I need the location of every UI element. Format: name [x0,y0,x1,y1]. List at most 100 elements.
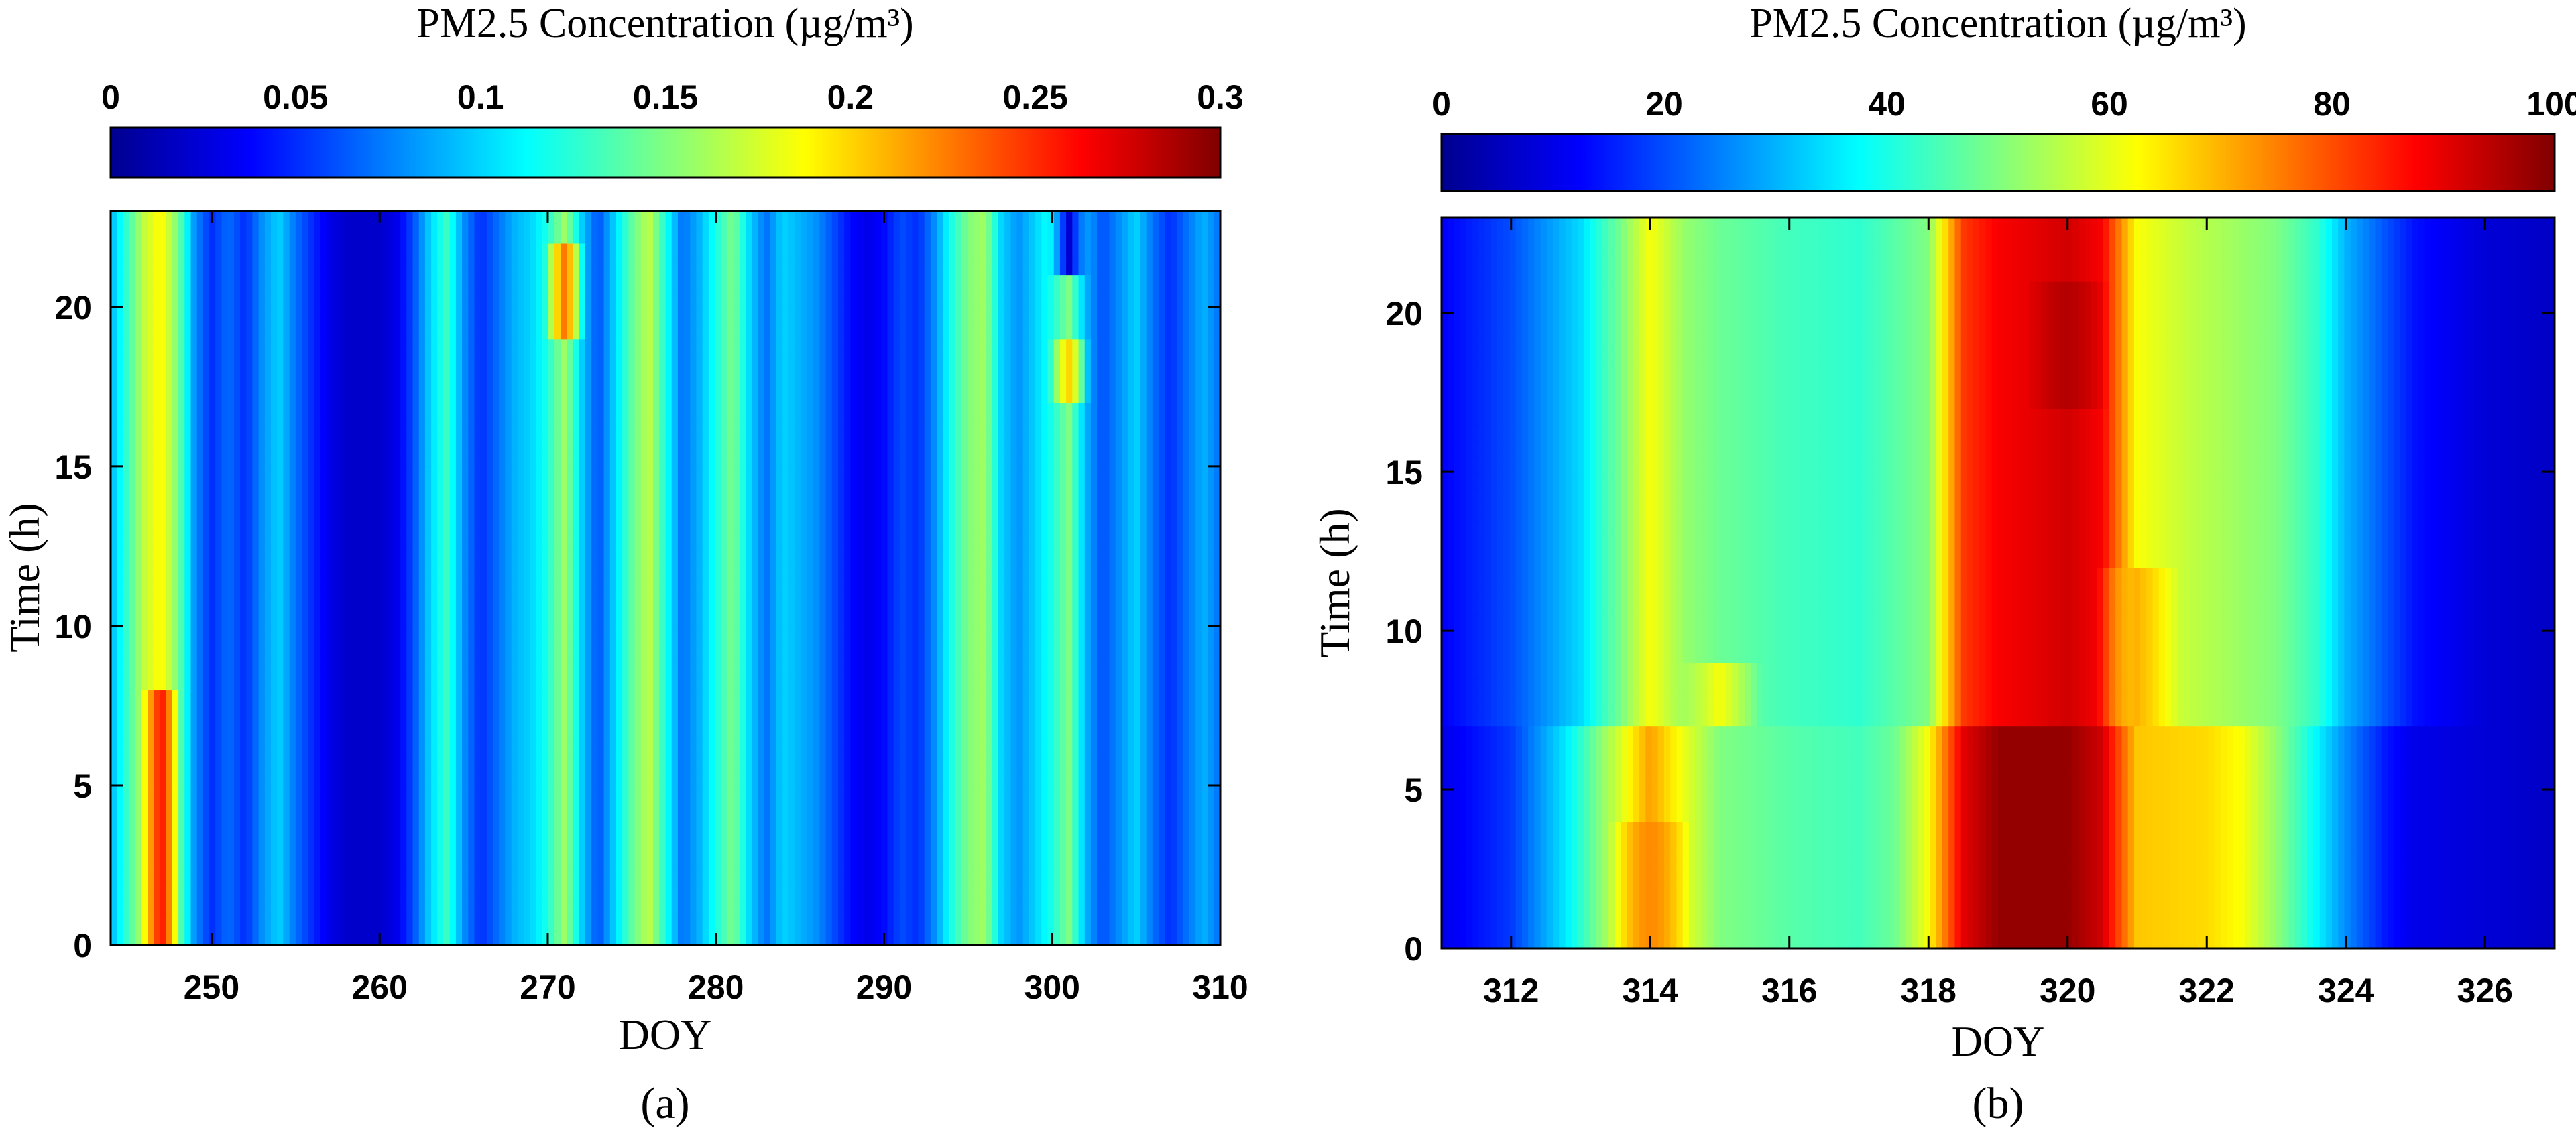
heatmap-cell [283,865,290,882]
heatmap-cell [1202,721,1209,739]
heatmap-cell [955,610,962,627]
heatmap-cell [831,641,839,659]
heatmap-cell [148,881,155,898]
heatmap-cell [862,562,870,579]
heatmap-cell [1066,929,1073,945]
heatmap-cell [135,849,142,866]
heatmap-cell [1072,833,1079,850]
heatmap-cell [659,690,666,706]
heatmap-cell [462,753,469,771]
heatmap-cell [1128,769,1135,786]
heatmap-cell [233,833,241,850]
heatmap-cell [258,578,266,595]
heatmap-cell [1140,625,1147,643]
heatmap-cell [646,913,654,930]
heatmap-cell [295,769,302,786]
heatmap-cell [912,753,919,771]
heatmap-cell [1103,849,1110,866]
heatmap-cell [918,514,925,531]
heatmap-cell [795,881,802,898]
heatmap-cell [455,929,463,945]
heatmap-cell [998,674,1006,691]
heatmap-cell [1047,913,1055,930]
heatmap-cell [1165,897,1172,914]
heatmap-cell [1165,625,1172,643]
heatmap-cell [788,929,796,945]
heatmap-cell [117,753,124,771]
heatmap-cell [524,610,531,627]
heatmap-cell [363,705,371,722]
heatmap-cell [302,625,309,643]
heatmap-cell [1202,641,1209,659]
heatmap-cell [111,849,118,866]
heatmap-cell [702,578,709,595]
heatmap-cell [320,690,327,706]
heatmap-cell [585,674,593,691]
heatmap-cell [677,562,685,579]
heatmap-cell [739,929,746,945]
heatmap-cell [554,849,562,866]
heatmap-cell [702,865,709,882]
heatmap-cell [1029,929,1037,945]
heatmap-cell [221,610,229,627]
heatmap-cell [968,913,975,930]
heatmap-cell [258,594,266,611]
heatmap-cell [437,625,445,643]
heatmap-cell [1115,801,1122,818]
heatmap-cell [369,833,377,850]
heatmap-cell [579,657,586,675]
heatmap-cell [240,705,247,722]
heatmap-cell [154,530,161,547]
heatmap-cell [190,785,198,802]
heatmap-cell [807,546,815,563]
heatmap-cell [1202,817,1209,834]
heatmap-cell [524,929,531,945]
heatmap-cell [437,913,445,930]
heatmap-cell [1066,514,1073,531]
heatmap-cell [1022,721,1030,739]
heatmap-cell [295,817,302,834]
heatmap-cell [154,737,161,755]
heatmap-cell [283,578,290,595]
heatmap-cell [524,498,531,515]
heatmap-cell [603,530,611,547]
heatmap-cell [320,865,327,882]
heatmap-cell [382,817,389,834]
heatmap-cell [653,530,660,547]
heatmap-cell [1115,833,1122,850]
heatmap-cell [1171,705,1178,722]
heatmap-cell [129,690,136,706]
heatmap-cell [862,817,870,834]
heatmap-cell [776,578,784,595]
heatmap-cell [517,498,524,515]
heatmap-cell [893,833,900,850]
heatmap-cell [788,514,796,531]
heatmap-cell [172,881,180,898]
heatmap-cell [1202,610,1209,627]
heatmap-cell [339,753,346,771]
heatmap-cell [111,817,118,834]
heatmap-cell [875,578,882,595]
heatmap-cell [308,641,315,659]
heatmap-cell [283,674,290,691]
heatmap-cell [937,625,944,643]
heatmap-cell [314,881,321,898]
heatmap-cell [1115,817,1122,834]
heatmap-cell [819,578,827,595]
heatmap-cell [1202,594,1209,611]
heatmap-cell [1078,625,1086,643]
heatmap-cell [1177,705,1184,722]
heatmap-cell [184,641,192,659]
heatmap-cell [252,769,259,786]
heatmap-cell [634,625,642,643]
heatmap-cell [573,514,580,531]
heatmap-cell [1097,546,1104,563]
heatmap-cell [899,690,906,706]
heatmap-cell [856,546,864,563]
heatmap-cell [776,849,784,866]
heatmap-cell [424,817,432,834]
heatmap-cell [715,753,722,771]
heatmap-cell [326,530,333,547]
heatmap-cell [603,753,611,771]
heatmap-cell [579,721,586,739]
